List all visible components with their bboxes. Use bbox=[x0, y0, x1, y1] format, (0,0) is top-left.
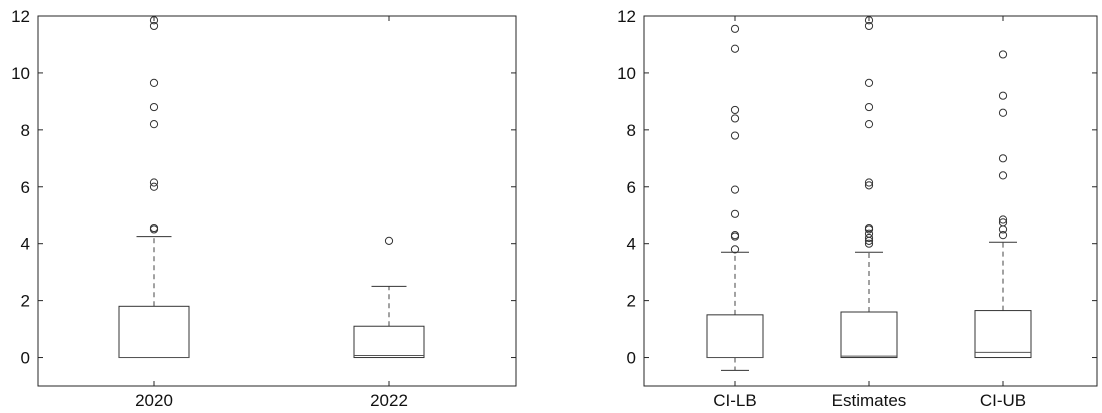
outlier-point bbox=[865, 103, 872, 110]
outlier-point bbox=[385, 237, 392, 244]
y-tick-label: 2 bbox=[627, 292, 636, 311]
outlier-point bbox=[150, 79, 157, 86]
outlier-point bbox=[865, 121, 872, 128]
box-2022 bbox=[354, 237, 424, 357]
y-tick-label: 6 bbox=[627, 178, 636, 197]
y-tick-label: 12 bbox=[617, 7, 636, 26]
box-2020 bbox=[119, 17, 189, 358]
outlier-point bbox=[731, 25, 738, 32]
outlier-point bbox=[731, 132, 738, 139]
x-tick-label: CI-LB bbox=[713, 391, 756, 410]
box-rect bbox=[354, 326, 424, 357]
x-tick-label: Estimates bbox=[832, 391, 907, 410]
outlier-point bbox=[731, 210, 738, 217]
outlier-point bbox=[731, 186, 738, 193]
outlier-point bbox=[999, 51, 1006, 58]
outlier-point bbox=[999, 109, 1006, 116]
box-ci-lb bbox=[707, 25, 763, 370]
box-rect bbox=[841, 312, 897, 358]
box-rect bbox=[707, 315, 763, 358]
x-tick-label: 2022 bbox=[370, 391, 408, 410]
box-estimates bbox=[841, 17, 897, 358]
box-ci-ub bbox=[975, 51, 1031, 358]
outlier-point bbox=[999, 155, 1006, 162]
x-tick-label: 2020 bbox=[135, 391, 173, 410]
y-tick-label: 4 bbox=[627, 235, 636, 254]
x-tick-label: CI-UB bbox=[980, 391, 1026, 410]
chart-panel-1: 0 2 4 6 8 10 12 2020 2022 bbox=[11, 7, 516, 410]
outlier-point bbox=[999, 172, 1006, 179]
box-rect bbox=[975, 311, 1031, 358]
y-tick-label: 6 bbox=[21, 178, 30, 197]
chart-panel-2: 0 2 4 6 8 10 12 CI-LB Estimates CI-UB bbox=[617, 7, 1097, 410]
y-tick-label: 10 bbox=[617, 64, 636, 83]
box-rect bbox=[119, 306, 189, 357]
y-tick-label: 4 bbox=[21, 235, 30, 254]
plot-frame bbox=[38, 16, 516, 386]
outlier-point bbox=[999, 92, 1006, 99]
outlier-point bbox=[150, 183, 157, 190]
y-tick-label: 12 bbox=[11, 7, 30, 26]
outlier-point bbox=[731, 45, 738, 52]
outlier-point bbox=[865, 79, 872, 86]
outlier-point bbox=[731, 106, 738, 113]
outlier-point bbox=[150, 103, 157, 110]
y-tick-label: 10 bbox=[11, 64, 30, 83]
outlier-point bbox=[150, 179, 157, 186]
outlier-point bbox=[731, 115, 738, 122]
y-tick-label: 8 bbox=[21, 121, 30, 140]
y-tick-label: 0 bbox=[627, 349, 636, 368]
y-tick-label: 8 bbox=[627, 121, 636, 140]
outlier-point bbox=[150, 121, 157, 128]
y-tick-label: 0 bbox=[21, 349, 30, 368]
y-tick-label: 2 bbox=[21, 292, 30, 311]
